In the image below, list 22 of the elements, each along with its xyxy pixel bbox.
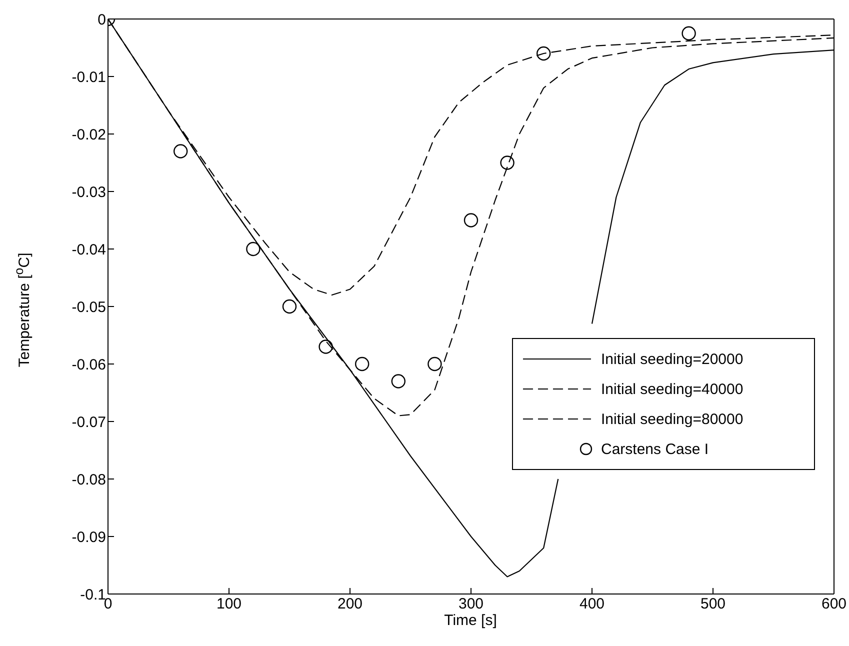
legend-label: Initial seeding=40000 (601, 380, 744, 398)
y-tick-label: 0 (98, 11, 106, 28)
x-tick-label: 300 (458, 596, 484, 613)
y-tick-label: -0.06 (72, 356, 106, 374)
y-tick-label: -0.03 (72, 184, 106, 201)
y-tick-label: -0.05 (72, 298, 106, 316)
x-tick-label: 500 (700, 596, 726, 613)
x-axis-title: Time [s] (443, 612, 498, 629)
y-tick-label: -0.08 (72, 471, 106, 488)
y-tick-label: -0.07 (72, 414, 106, 431)
y-tick-label: -0.09 (72, 528, 106, 546)
y-tick-label: -0.02 (72, 126, 106, 144)
y-tick-label: -0.01 (72, 68, 106, 86)
x-tick-label: 100 (216, 596, 242, 613)
legend-label: Carstens Case I (601, 440, 709, 458)
x-tick-label: 200 (337, 596, 363, 613)
x-tick-label: 400 (579, 596, 605, 613)
y-tick-label: -0.1 (80, 586, 106, 604)
y-tick-label: -0.04 (72, 241, 106, 258)
x-tick-label: 600 (821, 596, 847, 613)
legend-label: Initial seeding=80000 (601, 410, 744, 428)
legend-label: Initial seeding=20000 (601, 350, 744, 368)
